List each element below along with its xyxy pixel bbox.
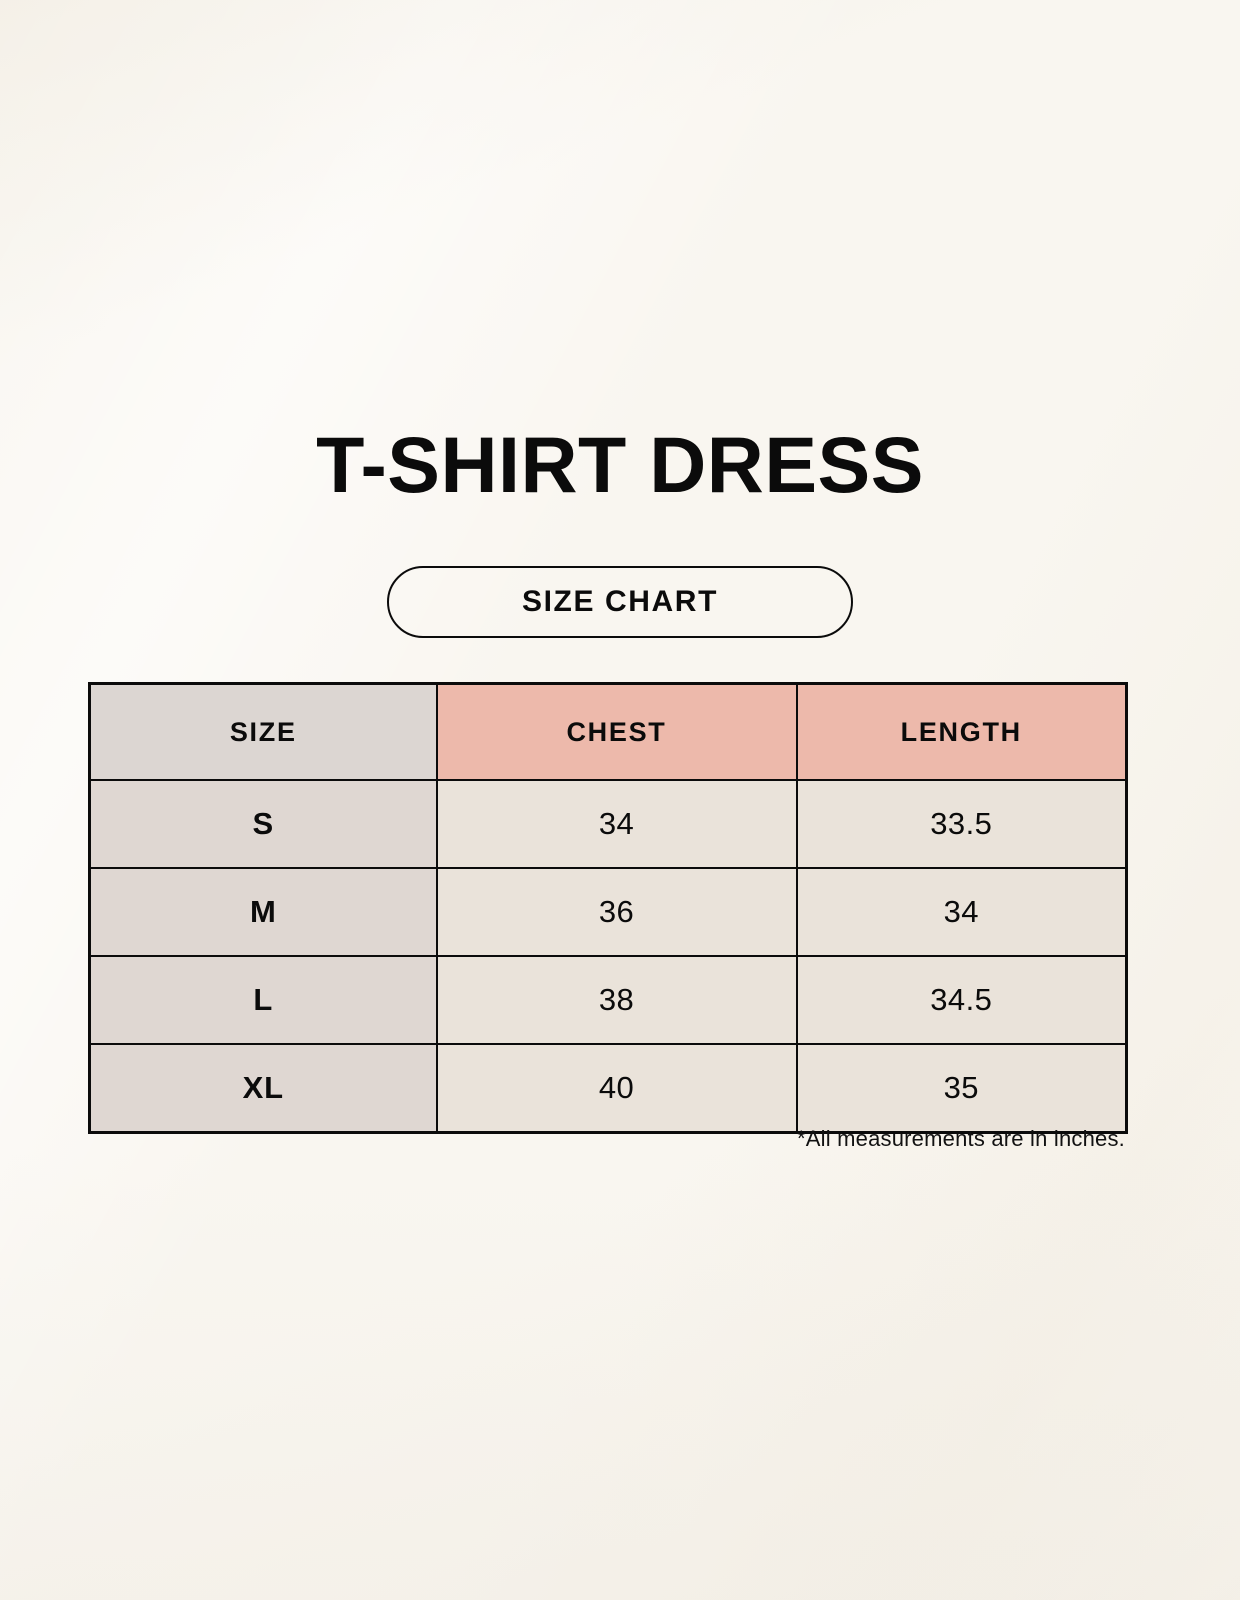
chest-value-m: 36: [435, 867, 798, 957]
table-row: S 34 33.5: [88, 779, 1128, 869]
length-value-m: 34: [795, 867, 1128, 957]
length-value-xl: 35: [795, 1043, 1128, 1134]
column-header-length: LENGTH: [795, 682, 1128, 781]
length-value-l: 34.5: [795, 955, 1128, 1045]
measurement-units-note: *All measurements are in inches.: [797, 1126, 1125, 1151]
size-chart-badge: SIZE CHART: [387, 566, 853, 638]
size-table: SIZE CHEST LENGTH S 34 33.5 M 36 34 L: [88, 682, 1128, 1134]
size-label-m: M: [88, 867, 438, 957]
column-header-chest: CHEST: [435, 682, 798, 781]
size-label-s: S: [88, 779, 438, 869]
size-table-body: S 34 33.5 M 36 34 L 38 34.5 XL 40: [88, 779, 1128, 1134]
size-label-xl: XL: [88, 1043, 438, 1134]
column-header-size: SIZE: [88, 682, 438, 781]
table-row: L 38 34.5: [88, 955, 1128, 1045]
subtitle-pill-container: SIZE CHART: [0, 566, 1240, 638]
chest-value-xl: 40: [435, 1043, 798, 1134]
length-value-s: 33.5: [795, 779, 1128, 869]
table-row: M 36 34: [88, 867, 1128, 957]
chest-value-s: 34: [435, 779, 798, 869]
table-header-row: SIZE CHEST LENGTH: [88, 682, 1128, 781]
chest-value-l: 38: [435, 955, 798, 1045]
size-table-container: SIZE CHEST LENGTH S 34 33.5 M 36 34 L: [88, 682, 1128, 1134]
page-title: T-SHIRT DRESS: [316, 420, 924, 509]
size-label-l: L: [88, 955, 438, 1045]
table-row: XL 40 35: [88, 1043, 1128, 1134]
size-table-header: SIZE CHEST LENGTH: [88, 682, 1128, 781]
